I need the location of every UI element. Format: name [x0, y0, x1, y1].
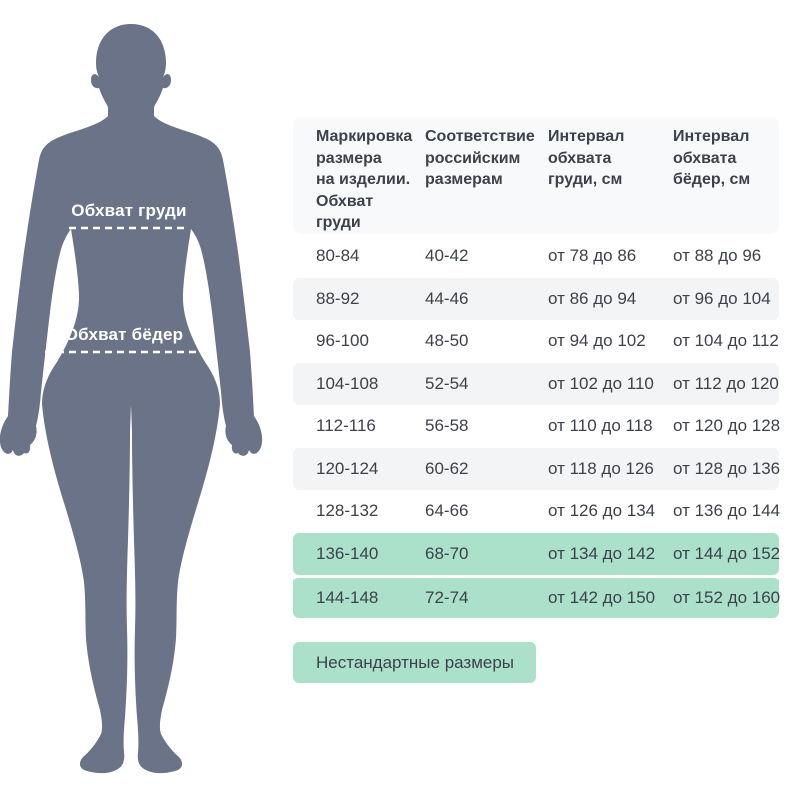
table-row: 128-132 64-66 от 126 до 134 от 136 до 14… [293, 490, 781, 533]
cell-chest-range: от 118 до 126 [548, 458, 654, 478]
cell-marking: 112-116 [316, 416, 376, 436]
cell-chest-range: от 78 до 86 [548, 246, 637, 266]
legend-badge: Нестандартные размеры [293, 642, 536, 683]
table-body: 80-84 40-42 от 78 до 86 от 88 до 96 88-9… [293, 235, 781, 618]
table-row: 88-92 44-46 от 86 до 94 от 96 до 104 [293, 277, 779, 320]
figure-panel: Обхват груди Обхват бёдер [0, 0, 270, 800]
cell-russian-size: 60-62 [425, 458, 469, 478]
cell-chest-range: от 94 до 102 [548, 331, 646, 351]
cell-hips-range: от 88 до 96 [673, 246, 762, 266]
cell-hips-range: от 104 до 112 [673, 331, 779, 351]
cell-marking: 96-100 [316, 331, 369, 351]
table-row-highlighted: 136-140 68-70 от 134 до 142 от 144 до 15… [293, 532, 781, 575]
cell-chest-range: от 110 до 118 [548, 416, 653, 436]
table-row: 96-100 48-50 от 94 до 102 от 104 до 112 [293, 320, 779, 363]
header-cell-russian-size: Соответствие российским размерам [425, 128, 535, 188]
cell-chest-range: от 142 до 150 [548, 587, 656, 607]
cell-marking: 136-140 [316, 543, 379, 563]
cell-hips-range: от 128 до 136 [673, 458, 781, 478]
cell-chest-range: от 126 до 134 [548, 501, 656, 521]
cell-marking: 80-84 [316, 246, 360, 266]
size-table: Маркировка размера на изделии. Обхват гр… [293, 117, 780, 618]
chest-label: Обхват груди [71, 201, 187, 220]
header-cell-chest-range: Интервал обхвата груди, см [548, 128, 625, 188]
table-row-highlighted: 144-148 72-74 от 142 до 150 от 152 до 16… [293, 575, 781, 618]
cell-chest-range: от 102 до 110 [548, 373, 654, 393]
cell-chest-range: от 86 до 94 [548, 288, 637, 308]
cell-russian-size: 56-58 [425, 416, 469, 436]
cell-marking: 104-108 [316, 373, 379, 393]
cell-hips-range: от 136 до 144 [673, 501, 781, 521]
cell-russian-size: 40-42 [425, 246, 469, 266]
cell-marking: 88-92 [316, 288, 360, 308]
cell-russian-size: 52-54 [425, 373, 469, 393]
table-row: 80-84 40-42 от 78 до 86 от 88 до 96 [293, 235, 779, 278]
cell-hips-range: от 112 до 120 [673, 373, 779, 393]
header-cell-marking: Маркировка размера на изделии. Обхват гр… [316, 128, 413, 231]
table-row: 120-124 60-62 от 118 до 126 от 128 до 13… [293, 447, 781, 490]
table-header-row: Маркировка размера на изделии. Обхват гр… [293, 117, 779, 234]
cell-hips-range: от 144 до 152 [673, 543, 781, 563]
legend-label: Нестандартные размеры [316, 652, 515, 672]
table-row: 112-116 56-58 от 110 до 118 от 120 до 12… [293, 405, 781, 448]
cell-chest-range: от 134 до 142 [548, 543, 656, 563]
cell-russian-size: 72-74 [425, 587, 469, 607]
cell-russian-size: 48-50 [425, 331, 469, 351]
cell-hips-range: от 120 до 128 [673, 416, 781, 436]
cell-marking: 144-148 [316, 587, 379, 607]
cell-marking: 120-124 [316, 458, 379, 478]
silhouette-shape [0, 24, 263, 774]
table-row: 104-108 52-54 от 102 до 110 от 112 до 12… [293, 362, 779, 405]
body-silhouette [0, 24, 263, 774]
cell-marking: 128-132 [316, 501, 379, 521]
cell-russian-size: 68-70 [425, 543, 469, 563]
cell-russian-size: 64-66 [425, 501, 469, 521]
cell-hips-range: от 96 до 104 [673, 288, 771, 308]
header-cell-hips-range: Интервал обхвата бёдер, см [673, 128, 751, 188]
cell-russian-size: 44-46 [425, 288, 469, 308]
cell-hips-range: от 152 до 160 [673, 587, 781, 607]
hips-label: Обхват бёдер [64, 325, 184, 344]
